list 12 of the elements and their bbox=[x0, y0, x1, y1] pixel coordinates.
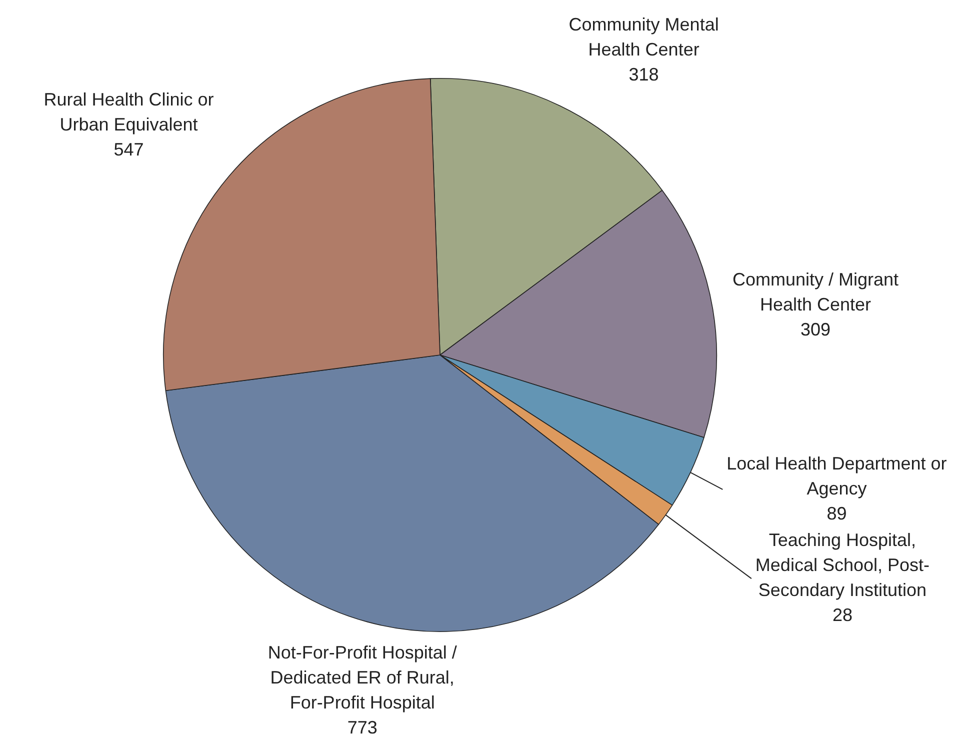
data-label: 318 bbox=[628, 64, 659, 84]
slice-label: Not-For-Profit Hospital / Dedicated ER of Rural, For-Profit Hospital bbox=[268, 642, 457, 713]
slice-label: Rural Health Clinic or Urban Equivalent bbox=[44, 90, 214, 135]
slice-label: Community / Migrant Health Center bbox=[732, 270, 898, 315]
slice-label: Local Health Department or Agency bbox=[726, 453, 947, 498]
data-label: 547 bbox=[114, 140, 144, 160]
slice-label: Community Mental Health Center bbox=[568, 14, 719, 60]
slice-label: Teaching Hospital, Medical School, Post-Secondary Institution bbox=[755, 530, 930, 600]
data-label: 89 bbox=[826, 503, 847, 524]
data-label: 28 bbox=[832, 605, 852, 626]
data-label: 773 bbox=[347, 718, 378, 738]
data-label: 309 bbox=[800, 320, 830, 340]
